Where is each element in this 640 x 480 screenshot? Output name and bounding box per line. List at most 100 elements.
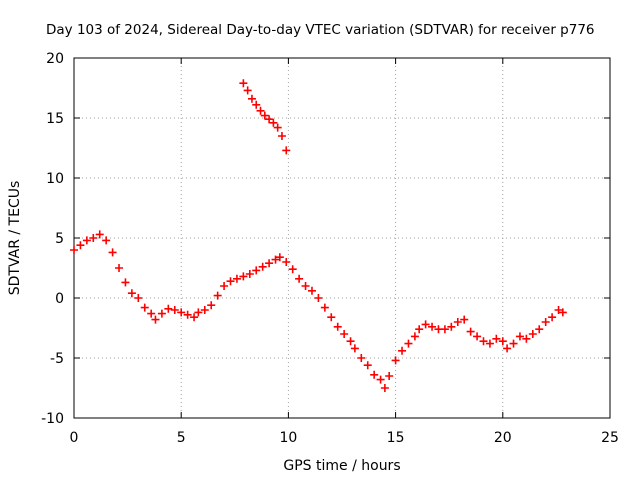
data-point [140, 303, 149, 312]
data-point [226, 277, 235, 286]
chart-title: Day 103 of 2024, Sidereal Day-to-day VTE… [46, 22, 595, 38]
data-point [127, 289, 136, 298]
y-tick-label: 20 [46, 51, 64, 67]
data-point [398, 346, 407, 355]
data-point [282, 258, 291, 266]
data-point [239, 79, 248, 88]
data-point [288, 265, 297, 274]
data-points [70, 79, 567, 392]
data-point [273, 123, 282, 132]
axis-ticks: 0 5 10 15 20 25 -10 -5 0 5 10 15 20 [41, 51, 619, 446]
data-point [391, 356, 400, 365]
data-point [157, 309, 166, 318]
data-point [515, 332, 524, 341]
data-point [363, 361, 372, 370]
y-tick-label: 0 [55, 291, 64, 307]
data-point [170, 306, 179, 314]
x-tick-label: 0 [70, 430, 79, 446]
data-point [177, 308, 186, 317]
data-point [535, 325, 544, 334]
data-point [509, 339, 518, 348]
data-point [440, 325, 449, 334]
data-point [421, 320, 430, 329]
data-point [183, 310, 192, 319]
y-tick-label: -5 [50, 351, 64, 367]
data-point [213, 291, 222, 300]
y-tick-label: 10 [46, 171, 64, 187]
data-point [473, 332, 482, 341]
data-point [453, 318, 462, 326]
data-point [340, 330, 349, 338]
data-point [200, 306, 209, 314]
data-point [492, 334, 501, 343]
data-point [256, 106, 265, 115]
data-point [428, 322, 437, 331]
x-tick-label: 25 [601, 430, 619, 446]
data-point [194, 308, 203, 317]
data-point [102, 236, 111, 245]
data-point [232, 274, 241, 283]
data-point [346, 337, 355, 346]
data-point [70, 246, 78, 254]
data-point [245, 270, 254, 278]
data-point [327, 313, 336, 322]
y-tick-label: 5 [55, 231, 64, 247]
y-tick-label: 15 [46, 111, 64, 127]
x-tick-label: 5 [177, 430, 186, 446]
data-point [76, 241, 85, 250]
data-point [252, 266, 261, 275]
data-point [207, 301, 216, 310]
data-point [554, 306, 563, 314]
data-point [541, 318, 550, 326]
data-point [301, 282, 310, 290]
data-point [357, 354, 366, 362]
grid-lines [74, 58, 610, 418]
data-point [252, 100, 261, 109]
data-point [522, 334, 531, 343]
x-tick-label: 15 [387, 430, 405, 446]
data-point [380, 384, 389, 392]
data-point [498, 337, 507, 346]
data-point [95, 230, 104, 239]
data-point [247, 94, 256, 103]
data-point [410, 332, 419, 341]
data-point [404, 339, 413, 348]
y-axis-label: SDTVAR / TECUs [7, 181, 23, 296]
data-point [314, 294, 323, 302]
data-point [295, 274, 304, 283]
data-point [485, 339, 494, 348]
data-point [190, 313, 199, 322]
data-point [447, 322, 456, 331]
data-point [333, 322, 342, 331]
data-point [260, 111, 269, 120]
data-point [376, 375, 385, 384]
data-point [115, 264, 124, 272]
data-point [415, 325, 424, 334]
x-tick-label: 10 [279, 430, 297, 446]
data-point [307, 286, 316, 295]
data-point [239, 272, 248, 281]
data-point [121, 278, 130, 287]
data-point [275, 253, 284, 262]
data-point [89, 234, 98, 242]
data-point [147, 309, 156, 318]
data-point [370, 370, 379, 379]
data-point [558, 308, 567, 317]
y-tick-label: -10 [41, 411, 64, 427]
x-axis-label: GPS time / hours [283, 458, 400, 474]
data-point [350, 344, 359, 353]
data-point [243, 86, 252, 95]
data-point [466, 327, 475, 336]
data-point [271, 255, 280, 264]
data-point [164, 304, 173, 313]
data-point [460, 315, 469, 324]
data-point [282, 146, 291, 155]
data-point [82, 236, 91, 245]
x-tick-label: 20 [494, 430, 512, 446]
data-point [548, 313, 557, 322]
data-point [151, 315, 160, 324]
data-point [503, 344, 512, 353]
data-point [528, 330, 537, 338]
data-point [265, 115, 274, 124]
